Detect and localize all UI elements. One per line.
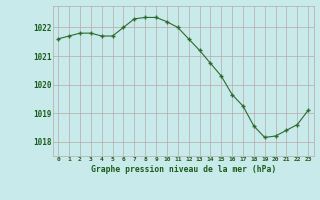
X-axis label: Graphe pression niveau de la mer (hPa): Graphe pression niveau de la mer (hPa) xyxy=(91,165,276,174)
